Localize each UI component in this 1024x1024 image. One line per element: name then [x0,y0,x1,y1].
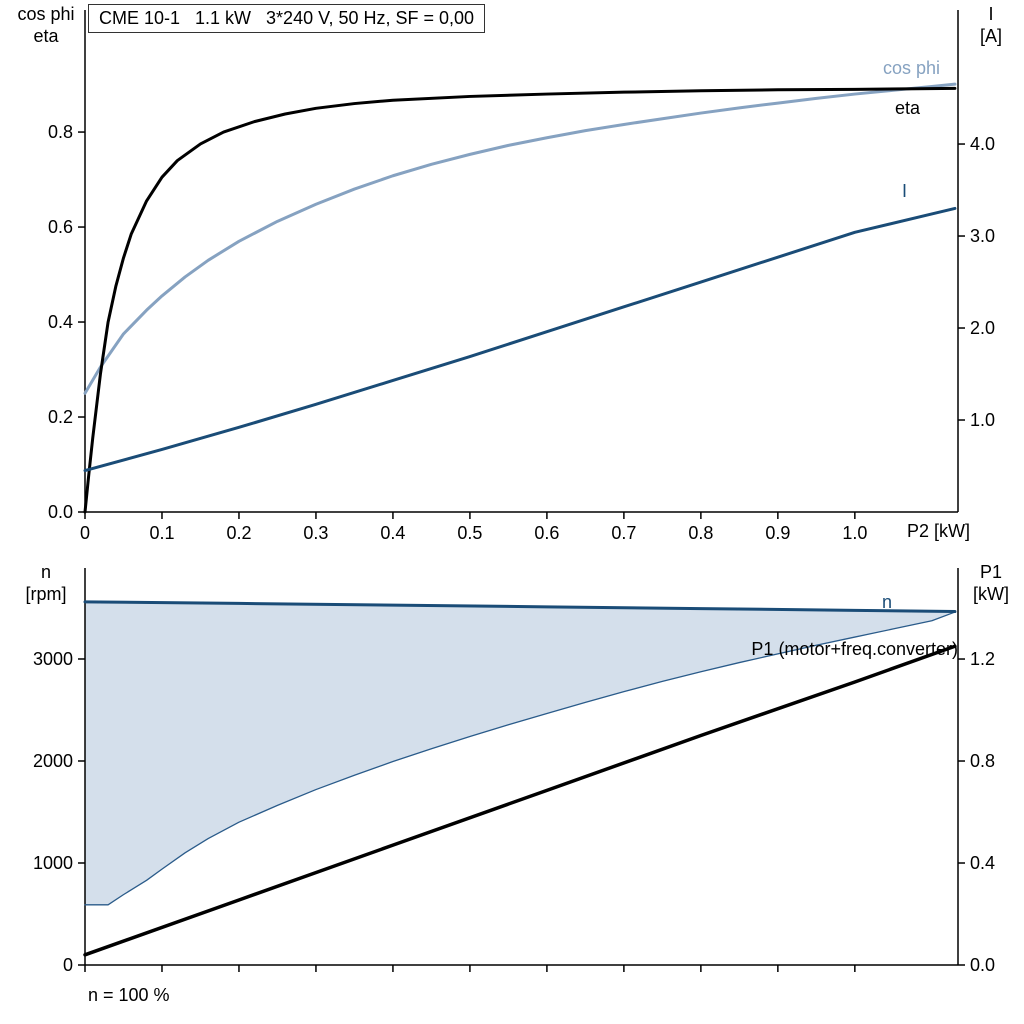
chart-text: 0.4 [970,853,995,873]
curve-n-min [84,611,956,906]
bottom-right-axis-label: P1 [kW] [960,561,1022,605]
axis-label-speed: n [40,562,51,582]
chart-text: I [902,181,907,201]
chart-text: 3000 [33,649,73,669]
chart-text: eta [895,98,921,118]
curve-p1-motor-freq-converter- [83,644,957,957]
chart-text: 2.0 [970,318,995,338]
chart-text: 1.0 [842,523,867,543]
chart-text: 0.8 [970,751,995,771]
chart-text: 1000 [33,853,73,873]
chart-text: 0.4 [380,523,405,543]
chart-text: 0.1 [149,523,174,543]
chart-text: 2000 [33,751,73,771]
chart-text: 0.4 [48,312,73,332]
top-chart: 0 0.1 0.2 0.3 0.4 0.5 0.6 0.7 0.8 0.9 1.0 0.0 0.2 0.4… [48,10,995,543]
curve-n [83,600,957,614]
chart-text: 3.0 [970,226,995,246]
chart-text: 0.3 [303,523,328,543]
chart-text: 0.2 [48,407,73,427]
speed-range-band [85,601,955,905]
axis-label-p1-unit: [kW] [973,584,1009,604]
chart-text: 0.6 [48,217,73,237]
chart-text: 0 [63,955,73,975]
chart-text: 0 [80,523,90,543]
bottom-left-axis-label: n [rpm] [0,561,92,605]
top-right-axis-label: I [A] [960,3,1022,47]
chart-title: CME 10-1 1.1 kW 3*240 V, 50 Hz, SF = 0,0… [88,4,486,33]
chart-text: 0.7 [611,523,636,543]
chart-text: 1.0 [970,410,995,430]
chart-text: 0.0 [970,955,995,975]
axis-label-speed-unit: [rpm] [25,584,67,604]
chart-text: P1 (motor+freq.converter) [751,639,958,659]
axis-label-eta: eta [33,26,59,46]
curve-i [83,206,957,473]
chart-text: cos phi [883,58,940,78]
speed-footnote: n = 100 % [88,985,170,1005]
chart-text: n [882,592,892,612]
chart-text: 1.2 [970,649,995,669]
top-left-axis-label: cos phi eta [0,3,92,47]
chart-text: 4.0 [970,134,995,154]
chart-text: 0.9 [765,523,790,543]
chart-text: 0.5 [457,523,482,543]
axis-label-p1: P1 [979,562,1003,582]
chart-text: 0.6 [534,523,559,543]
chart-text: 0.2 [226,523,251,543]
curve-eta [83,86,957,514]
axis-label-current: I [988,4,994,24]
axis-label-current-unit: [A] [979,26,1002,46]
chart-text: 0.8 [48,122,73,142]
x-axis-label-p2: P2 [kW] [906,521,970,541]
curve-cos-phi [83,82,957,395]
chart-text: 0.8 [688,523,713,543]
bottom-chart: 0 1000 2000 3000 0.0 0.4 0.8 1.2 n P1 (motor+freq… [33,568,995,975]
axis-label-cos-phi: cos phi [17,4,75,24]
chart-text: 0.0 [48,502,73,522]
